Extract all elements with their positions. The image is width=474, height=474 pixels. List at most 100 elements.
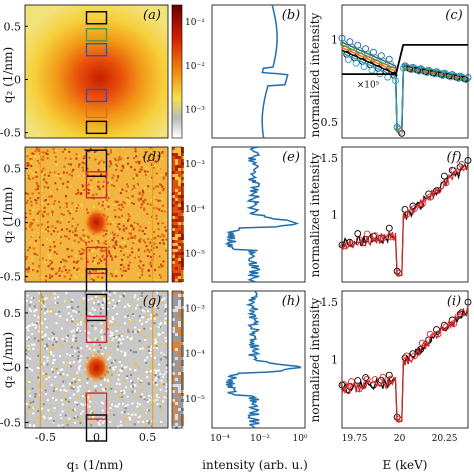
speckle xyxy=(146,203,149,206)
speckle xyxy=(142,420,145,423)
speckle xyxy=(101,303,104,306)
speckle xyxy=(134,303,137,306)
speckle xyxy=(40,223,43,226)
colorbar-cell xyxy=(172,192,175,195)
panel-label: (g) xyxy=(143,294,161,309)
colorbar-cell xyxy=(178,375,181,378)
speckle xyxy=(149,262,152,265)
colorbar-cell xyxy=(172,240,175,243)
spectrum-marker xyxy=(403,352,411,360)
speckle xyxy=(102,192,105,195)
speckle xyxy=(50,267,53,270)
speckle xyxy=(123,389,126,392)
speckle xyxy=(131,188,134,191)
speckle xyxy=(98,241,101,244)
speckle xyxy=(159,295,162,298)
speckle xyxy=(90,297,93,300)
speckle xyxy=(138,170,141,173)
colorbar-cell xyxy=(181,387,184,390)
speckle xyxy=(160,209,163,212)
speckle xyxy=(149,241,152,244)
speckle xyxy=(89,186,92,189)
speckle xyxy=(146,408,149,411)
speckle xyxy=(40,158,43,161)
speckle xyxy=(155,217,158,220)
speckle xyxy=(140,197,143,200)
speckle xyxy=(126,256,129,259)
speckle xyxy=(49,239,52,242)
colorbar-cell xyxy=(181,402,184,405)
speckle xyxy=(150,317,153,320)
speckle xyxy=(27,164,30,167)
speckle xyxy=(165,229,168,232)
speckle xyxy=(135,249,138,252)
speckle xyxy=(34,393,37,396)
image-ytick: -0.5 xyxy=(0,417,21,430)
speckle xyxy=(119,368,122,371)
speckle xyxy=(149,242,152,245)
speckle xyxy=(88,339,91,342)
speckle xyxy=(35,308,38,311)
speckle xyxy=(30,224,33,227)
speckle xyxy=(29,157,32,160)
speckle xyxy=(32,172,35,175)
colorbar-cell xyxy=(181,408,184,411)
speckle xyxy=(163,210,166,213)
speckle xyxy=(138,199,141,202)
speckle xyxy=(119,268,122,271)
speckle xyxy=(61,424,64,427)
speckle xyxy=(117,374,120,377)
colorbar-cell xyxy=(181,189,184,192)
speckle xyxy=(149,370,152,373)
speckle xyxy=(121,204,124,207)
speckle xyxy=(115,223,118,226)
colorbar-cell xyxy=(178,366,181,369)
colorbar-cell xyxy=(178,417,181,420)
colorbar-cell xyxy=(172,267,175,270)
speckle xyxy=(137,198,140,201)
speckle xyxy=(134,326,137,329)
colorbar-cell xyxy=(172,195,175,198)
speckle xyxy=(160,383,163,386)
speckle xyxy=(33,337,36,340)
speckle xyxy=(50,383,53,386)
speckle xyxy=(150,152,153,155)
colorbar-cell xyxy=(181,231,184,234)
speckle xyxy=(137,298,140,301)
speckle xyxy=(144,345,147,348)
speckle xyxy=(117,159,120,162)
speckle xyxy=(123,315,126,318)
speckle xyxy=(31,268,34,271)
speckle xyxy=(123,241,126,244)
speckle xyxy=(105,208,108,211)
colorbar-cell xyxy=(181,276,184,279)
speckle xyxy=(120,424,123,427)
colorbar-cell xyxy=(181,207,184,210)
image-frame xyxy=(24,4,169,139)
colorbar-cell xyxy=(181,249,184,252)
speckle xyxy=(108,299,111,302)
speckle xyxy=(126,303,129,306)
speckle xyxy=(154,236,157,239)
colorbar-cell xyxy=(172,231,175,234)
speckle xyxy=(72,393,75,396)
colorbar xyxy=(172,147,184,282)
speckle xyxy=(101,323,104,326)
speckle xyxy=(132,330,135,333)
speckle xyxy=(30,258,33,261)
speckle xyxy=(77,330,80,333)
speckle xyxy=(72,321,75,324)
speckle xyxy=(164,304,167,307)
speckle xyxy=(54,301,57,304)
speckle xyxy=(26,164,29,167)
speckle xyxy=(111,184,114,187)
speckle xyxy=(159,276,162,279)
colorbar-cell xyxy=(172,384,175,387)
speckle xyxy=(44,347,47,350)
speckle xyxy=(114,366,117,369)
q1-label: q₁ (1/nm) xyxy=(67,458,123,472)
speckle xyxy=(28,178,31,181)
speckle xyxy=(101,295,104,298)
colorbar-cell xyxy=(172,402,175,405)
speckle xyxy=(72,387,75,390)
